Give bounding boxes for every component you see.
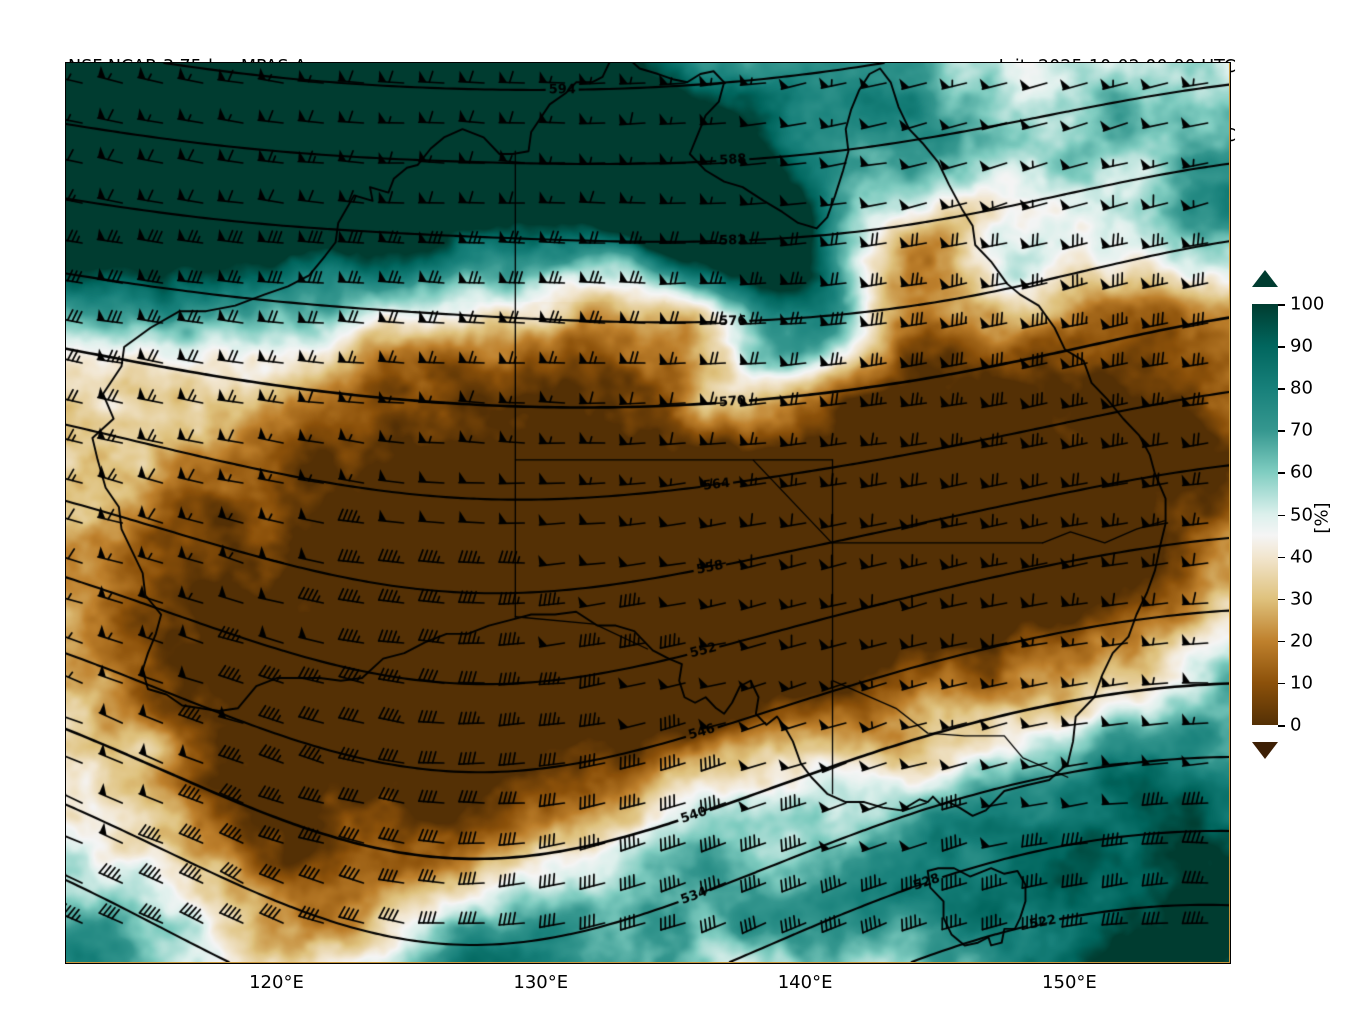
lon-tick-label: 120°E — [249, 972, 304, 993]
lon-tick-label: 150°E — [1042, 972, 1097, 993]
colorbar-tick-label: 90 — [1290, 335, 1313, 357]
colorbar-tick — [1278, 640, 1285, 643]
colorbar-tick — [1278, 388, 1285, 390]
lon-tick-label: 130°E — [513, 972, 569, 993]
colorbar-tick-label: 10 — [1290, 672, 1313, 694]
lon-tick-label: 140°E — [777, 972, 833, 993]
colorbar-body: 0 10 20 30 40 50 60 70 80 90 100 — [1252, 294, 1324, 736]
colorbar-tick-label: 70 — [1290, 419, 1313, 441]
colorbar-extend-min-arrow — [1252, 742, 1278, 759]
colorbar-tick — [1278, 304, 1285, 306]
colorbar-tick-label: 30 — [1290, 588, 1313, 610]
colorbar-tick — [1278, 472, 1285, 474]
colorbar: 0 10 20 30 40 50 60 70 80 90 100 — [1252, 270, 1324, 759]
colorbar-extend-max-arrow — [1252, 270, 1278, 287]
colorbar-tick-label: 20 — [1290, 630, 1313, 652]
colorbar-tick-label: 50 — [1290, 504, 1313, 525]
colorbar-gradient — [1252, 304, 1278, 725]
colorbar-tick-label: 100 — [1290, 293, 1325, 315]
map-plot-area — [65, 62, 1231, 964]
colorbar-tick-label: 40 — [1290, 546, 1313, 568]
colorbar-tick — [1278, 346, 1285, 348]
colorbar-tick — [1278, 430, 1285, 432]
colorbar-units-label: [%] — [1311, 502, 1333, 534]
colorbar-tick — [1278, 556, 1285, 559]
wind-barb-layer — [66, 63, 1229, 962]
colorbar-tick — [1278, 725, 1285, 727]
colorbar-tick-label: 0 — [1290, 714, 1302, 736]
colorbar-tick-label: 60 — [1290, 461, 1313, 483]
colorbar-tick — [1278, 682, 1285, 685]
colorbar-tick — [1278, 598, 1285, 601]
colorbar-tick — [1278, 514, 1285, 517]
colorbar-tick-label: 80 — [1290, 377, 1313, 399]
